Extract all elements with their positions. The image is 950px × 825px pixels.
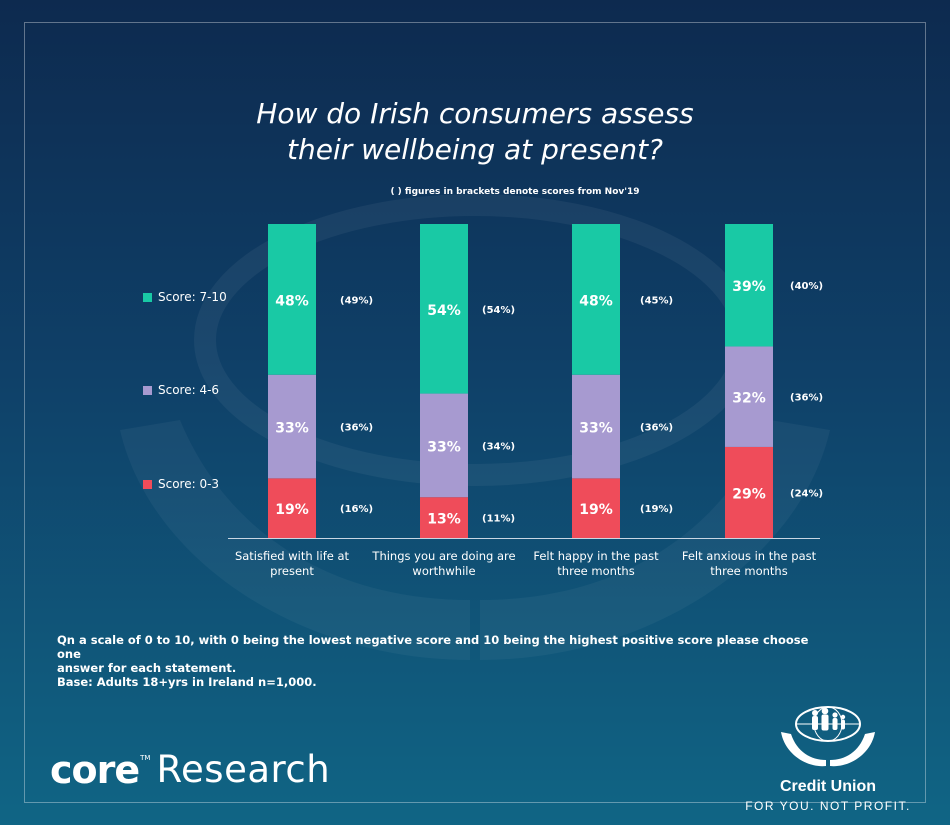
credit-union-logo: Credit Union FOR YOU. NOT PROFIT. <box>728 700 928 813</box>
previous-label-worthwhile-mid: (34%) <box>482 441 515 452</box>
category-label-satisfied: Satisfied with life at present <box>235 549 350 578</box>
credit-union-emblem-icon <box>781 706 875 767</box>
legend-label-low: Score: 0-3 <box>158 477 220 491</box>
title-line-1: How do Irish consumers assess <box>256 97 694 130</box>
legend-swatch-low <box>143 479 152 489</box>
value-label-satisfied-low: 19% <box>275 502 309 518</box>
bar-happy-high <box>572 224 620 375</box>
value-label-happy-high: 48% <box>579 293 613 309</box>
core-tm: TM <box>140 754 151 762</box>
research-word: Research <box>156 748 331 791</box>
core-research-logo: core TM Research <box>50 748 330 792</box>
bar-satisfied-high <box>268 224 316 375</box>
category-label-anxious: Felt anxious in the past three months <box>682 549 817 578</box>
value-label-anxious-high: 39% <box>732 279 766 295</box>
bar-happy-mid <box>572 374 620 479</box>
credit-union-tagline: FOR YOU. NOT PROFIT. <box>745 799 911 813</box>
legend-label-mid: Score: 4-6 <box>158 383 220 397</box>
value-label-satisfied-mid: 33% <box>275 421 309 437</box>
bar-worthwhile-mid <box>420 393 468 498</box>
previous-label-worthwhile-low: (11%) <box>482 514 515 525</box>
bar-anxious-low <box>725 446 773 538</box>
bar-satisfied-mid <box>268 374 316 479</box>
legend-swatch-mid <box>143 385 152 395</box>
title-line-2: their wellbeing at present? <box>287 133 663 166</box>
previous-label-worthwhile-high: (54%) <box>482 305 515 316</box>
previous-label-happy-mid: (36%) <box>640 423 673 434</box>
note-line-3: Base: Adults 18+yrs in Ireland n=1,000. <box>57 675 317 689</box>
core-word: core <box>50 748 140 792</box>
credit-union-name: Credit Union <box>780 778 876 795</box>
previous-label-happy-high: (45%) <box>640 295 673 306</box>
chart-title: How do Irish consumers assess their well… <box>0 96 950 168</box>
value-label-worthwhile-high: 54% <box>427 303 461 319</box>
legend-item-high: Score: 7-10 <box>143 290 227 304</box>
previous-label-anxious-high: (40%) <box>790 281 823 292</box>
value-label-worthwhile-mid: 33% <box>427 439 461 455</box>
value-label-anxious-low: 29% <box>732 486 766 502</box>
bar-worthwhile-high <box>420 224 468 394</box>
value-label-satisfied-high: 48% <box>275 293 309 309</box>
question-note: Qn a scale of 0 to 10, with 0 being the … <box>57 633 817 689</box>
frame-border <box>24 22 926 803</box>
category-label-happy: Felt happy in the past three months <box>533 549 659 578</box>
bar-anxious-mid <box>725 346 773 447</box>
category-label-worthwhile: Things you are doing are worthwhile <box>371 549 515 578</box>
previous-label-satisfied-high: (49%) <box>340 295 373 306</box>
previous-label-anxious-low: (24%) <box>790 488 823 499</box>
value-label-happy-low: 19% <box>579 502 613 518</box>
note-line-1: Qn a scale of 0 to 10, with 0 being the … <box>57 633 809 661</box>
legend-item-low: Score: 0-3 <box>143 477 219 491</box>
chart-subtitle: ( ) figures in brackets denote scores fr… <box>390 187 640 197</box>
previous-label-happy-low: (19%) <box>640 504 673 515</box>
bar-anxious-high <box>725 224 773 347</box>
legend-swatch-high <box>143 292 152 302</box>
previous-label-satisfied-low: (16%) <box>340 504 373 515</box>
previous-label-satisfied-mid: (36%) <box>340 423 373 434</box>
legend-item-mid: Score: 4-6 <box>143 383 219 397</box>
bar-happy-low <box>572 478 620 538</box>
bar-worthwhile-low <box>420 497 468 538</box>
previous-label-anxious-mid: (36%) <box>790 393 823 404</box>
value-label-worthwhile-low: 13% <box>427 512 461 528</box>
bar-satisfied-low <box>268 478 316 538</box>
value-label-anxious-mid: 32% <box>732 391 766 407</box>
value-label-happy-mid: 33% <box>579 421 613 437</box>
legend-label-high: Score: 7-10 <box>158 290 227 304</box>
note-line-2: answer for each statement. <box>57 661 237 675</box>
